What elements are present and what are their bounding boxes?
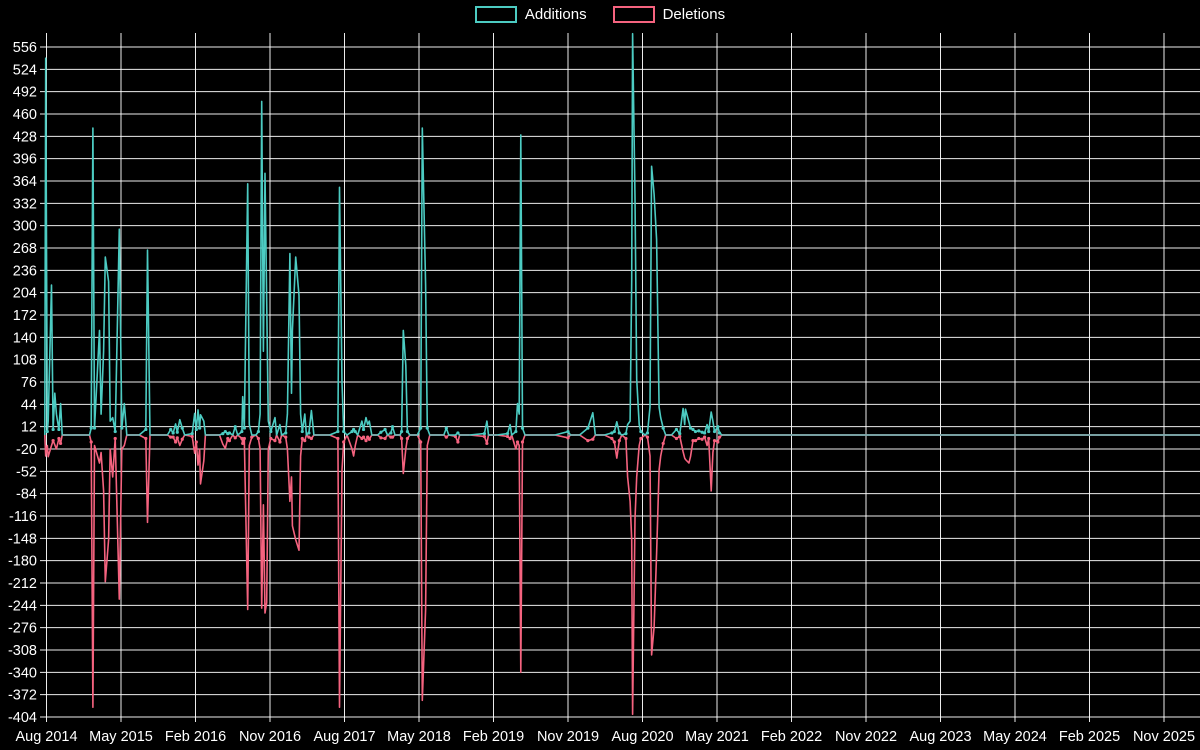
svg-text:-116: -116 [9,509,37,525]
svg-text:524: 524 [13,62,37,78]
svg-text:-148: -148 [8,531,37,547]
svg-text:428: 428 [13,129,37,145]
legend-item-additions[interactable]: Additions [474,6,587,23]
chart-legend: Additions Deletions [0,6,1200,23]
deletions-series [44,434,1200,716]
svg-text:Aug 2023: Aug 2023 [909,729,971,745]
legend-item-deletions[interactable]: Deletions [612,6,726,23]
deletions-label: Deletions [662,6,726,23]
svg-text:364: 364 [13,174,37,190]
additions-series [44,32,1200,436]
svg-text:May 2024: May 2024 [983,729,1047,745]
svg-text:-372: -372 [8,688,37,704]
y-gridlines [40,46,1200,718]
svg-text:-20: -20 [16,442,37,458]
svg-text:140: 140 [13,330,37,346]
svg-text:300: 300 [13,219,37,235]
svg-text:268: 268 [13,241,37,257]
svg-text:-84: -84 [16,487,37,503]
svg-text:76: 76 [21,375,37,391]
svg-text:204: 204 [13,286,37,302]
svg-text:-180: -180 [8,554,37,570]
svg-text:492: 492 [13,85,37,101]
svg-text:May 2018: May 2018 [387,729,451,745]
svg-text:332: 332 [13,196,37,212]
svg-text:12: 12 [21,420,37,436]
svg-text:May 2015: May 2015 [89,729,153,745]
deletions-swatch [612,6,655,23]
svg-text:44: 44 [21,397,37,413]
svg-text:556: 556 [13,40,37,56]
svg-text:Feb 2022: Feb 2022 [761,729,822,745]
svg-text:-276: -276 [8,621,37,637]
svg-text:Feb 2016: Feb 2016 [165,729,226,745]
svg-text:Feb 2019: Feb 2019 [463,729,524,745]
x-gridlines [46,33,1165,722]
x-tick-labels: Aug 2014 May 2015 Feb 2016 Nov 2016 Aug 2017… [15,729,1195,745]
additions-label: Additions [524,6,587,23]
svg-text:-340: -340 [8,665,37,681]
svg-text:-244: -244 [8,598,37,614]
svg-text:172: 172 [13,308,37,324]
svg-text:460: 460 [13,107,37,123]
svg-text:Feb 2025: Feb 2025 [1059,729,1120,745]
svg-text:Nov 2025: Nov 2025 [1133,729,1195,745]
svg-text:Aug 2017: Aug 2017 [313,729,375,745]
y-tick-labels: 556 524 492 460 428 396 364 332 300 268 236 204 172 1… [8,40,37,726]
svg-text:396: 396 [13,152,37,168]
svg-text:Aug 2014: Aug 2014 [15,729,77,745]
svg-text:108: 108 [13,353,37,369]
svg-text:-308: -308 [8,643,37,659]
svg-text:-52: -52 [16,464,37,480]
additions-swatch [474,6,517,23]
svg-text:Nov 2022: Nov 2022 [835,729,897,745]
svg-text:Aug 2020: Aug 2020 [611,729,673,745]
svg-text:-404: -404 [8,710,37,726]
svg-text:May 2021: May 2021 [685,729,749,745]
svg-text:236: 236 [13,263,37,279]
svg-text:Nov 2019: Nov 2019 [537,729,599,745]
svg-text:Nov 2016: Nov 2016 [239,729,301,745]
svg-text:-212: -212 [8,576,37,592]
